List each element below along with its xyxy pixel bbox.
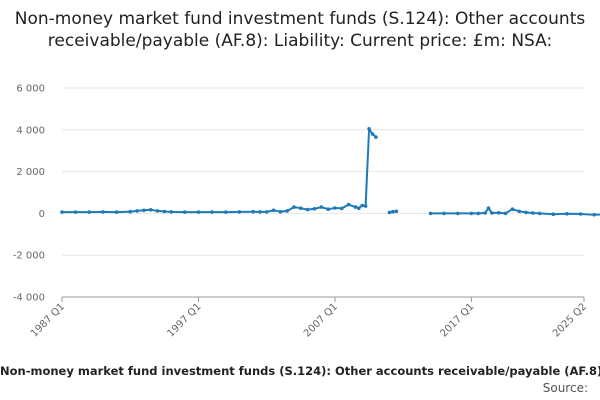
data-point	[305, 207, 310, 212]
data-point	[60, 210, 64, 214]
data-point	[340, 206, 344, 211]
data-point	[503, 211, 508, 216]
data-point	[292, 205, 296, 209]
data-point	[258, 210, 262, 214]
data-point	[510, 207, 515, 211]
data-point	[148, 208, 153, 212]
y-axis-ticks: -4 000 -2 000 0 2 000 4 000 6 000	[13, 84, 45, 304]
y-tick-label: 4 000	[16, 125, 45, 136]
data-point	[360, 203, 365, 208]
data-point	[237, 210, 242, 214]
data-point	[278, 209, 283, 214]
series-points	[60, 127, 596, 217]
data-point	[312, 207, 317, 211]
y-tick-label: -4 000	[13, 293, 45, 304]
data-point	[224, 210, 228, 214]
data-point	[370, 132, 375, 136]
data-point	[183, 210, 187, 214]
data-point	[101, 210, 105, 214]
data-point	[346, 202, 351, 207]
data-point	[483, 211, 487, 215]
data-point	[428, 211, 433, 216]
chart-title: Non-money market fund investment funds (…	[14, 9, 586, 51]
y-tick-label: 0	[39, 209, 45, 220]
data-point	[394, 209, 399, 214]
data-point	[319, 205, 324, 209]
x-tick-label: 1997 Q1	[165, 301, 203, 339]
data-point	[326, 207, 330, 211]
data-point	[135, 209, 139, 213]
data-point	[196, 210, 201, 214]
x-axis: 1987 Q1 1997 Q1 2007 Q1 2017 Q1 2025 Q2	[29, 296, 589, 339]
data-point	[374, 135, 378, 139]
series-line-segment	[430, 207, 600, 216]
data-point	[578, 212, 583, 216]
data-point	[456, 211, 460, 216]
data-point	[565, 212, 569, 216]
data-point	[333, 206, 337, 210]
data-point	[442, 211, 446, 216]
data-point	[367, 127, 371, 131]
data-point	[391, 209, 395, 214]
data-point	[142, 208, 146, 213]
data-point	[551, 212, 556, 216]
source-label: Source:	[542, 381, 588, 395]
x-tick-label: 2017 Q1	[438, 301, 476, 339]
data-point	[496, 211, 501, 215]
data-point	[162, 209, 167, 214]
series-legend: Non-money market fund investment funds (…	[0, 364, 600, 380]
series-line	[62, 127, 600, 216]
data-point	[299, 206, 303, 210]
x-tick-label: 1987 Q1	[29, 301, 67, 339]
data-point	[524, 210, 528, 215]
data-point	[490, 211, 494, 215]
data-point	[264, 210, 269, 214]
x-tick-label: 2007 Q1	[302, 301, 340, 339]
gridlines	[62, 87, 584, 298]
data-point	[531, 211, 535, 215]
data-point	[363, 204, 368, 208]
y-tick-label: 6 000	[16, 84, 45, 95]
data-point	[469, 211, 474, 216]
data-point	[285, 209, 290, 213]
x-tick-label: 2025 Q2	[551, 301, 589, 339]
data-point	[537, 211, 542, 216]
data-point	[155, 209, 160, 213]
data-point	[353, 205, 358, 209]
data-point	[210, 210, 214, 214]
series-line-segment	[62, 127, 377, 214]
data-point	[517, 209, 521, 214]
data-point	[476, 211, 481, 216]
series-legend-label: Non-money market fund investment funds (…	[0, 364, 600, 378]
data-point	[486, 206, 491, 210]
data-point	[128, 209, 132, 214]
data-point	[357, 206, 361, 210]
data-point	[251, 209, 255, 214]
y-tick-label: 2 000	[16, 167, 45, 178]
data-point	[73, 210, 78, 214]
data-point	[169, 210, 173, 214]
data-point	[387, 210, 392, 215]
data-point	[87, 210, 92, 214]
data-point	[592, 212, 596, 217]
data-point	[114, 210, 119, 214]
data-point	[271, 208, 276, 213]
y-tick-label: -2 000	[13, 251, 45, 262]
